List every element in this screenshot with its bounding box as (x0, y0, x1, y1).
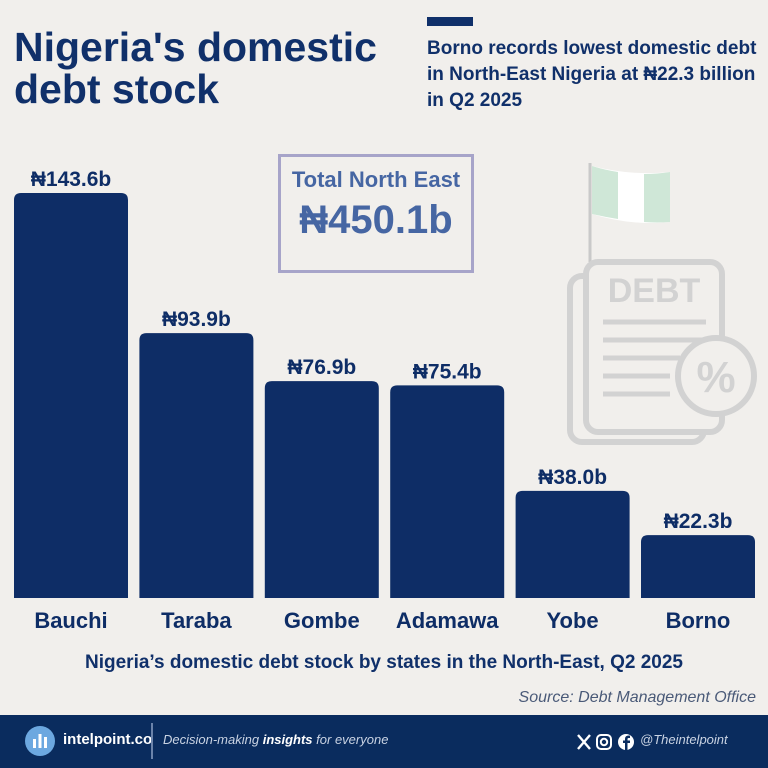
data-label: ₦93.9b (162, 308, 231, 331)
accent-bar (427, 17, 473, 26)
illustration: DEBT % (567, 163, 757, 445)
chart-subtitle: Borno records lowest domestic debt in No… (427, 38, 757, 111)
category-label: Borno (666, 608, 731, 633)
data-label: ₦75.4b (413, 360, 482, 383)
category-label: Yobe (547, 608, 599, 633)
flag-left-stripe (592, 166, 618, 219)
category-label: Gombe (284, 608, 360, 633)
footer-bar: intelpoint.co Decision-making insights f… (0, 715, 768, 768)
category-label: Adamawa (396, 608, 499, 633)
percent-badge-icon (675, 335, 757, 417)
category-label: Taraba (161, 608, 232, 633)
data-label: ₦22.3b (664, 510, 733, 533)
debt-stamp-text: DEBT (608, 272, 701, 310)
data-label: ₦143.6b (31, 168, 112, 191)
tagline: Decision-making insights for everyone (163, 732, 389, 747)
data-label: ₦76.9b (287, 356, 356, 379)
bar-adamawa (390, 385, 505, 598)
chart-caption: Nigeria’s domestic debt stock by states … (85, 652, 683, 673)
total-label: Total North East (291, 167, 461, 192)
x-icon[interactable] (577, 734, 591, 750)
total-north-east-box: Total North East ₦450.1b (278, 154, 474, 273)
social-handle[interactable]: @Theintelpoint (640, 732, 728, 747)
chart-title: Nigeria's domestic debt stock (14, 24, 377, 112)
bars-group: ₦143.6b Bauchi ₦93.9b Taraba ₦76.9b Gombe ₦75.… (14, 168, 755, 633)
brand-name: intelpoint.co (63, 731, 153, 748)
flag-right-stripe (644, 172, 670, 223)
footer-divider (151, 723, 153, 759)
bar-taraba (139, 333, 254, 598)
total-value: ₦450.1b (299, 198, 453, 242)
social-icons (577, 734, 634, 750)
percent-symbol: % (696, 353, 735, 402)
bar-gombe (264, 381, 379, 598)
instagram-icon[interactable] (596, 734, 612, 750)
bar-bauchi (14, 193, 128, 598)
intelpoint-logo-icon (25, 726, 55, 756)
bar-yobe (515, 490, 630, 598)
source-note: Source: Debt Management Office (518, 689, 756, 706)
facebook-icon[interactable] (618, 734, 634, 750)
data-label: ₦38.0b (538, 466, 607, 489)
category-label: Bauchi (34, 608, 107, 633)
bar-chart: DEBT % ₦143.6b Bauchi ₦93.9b Taraba ₦76.9b Go… (14, 163, 757, 633)
bar-borno (641, 535, 755, 598)
